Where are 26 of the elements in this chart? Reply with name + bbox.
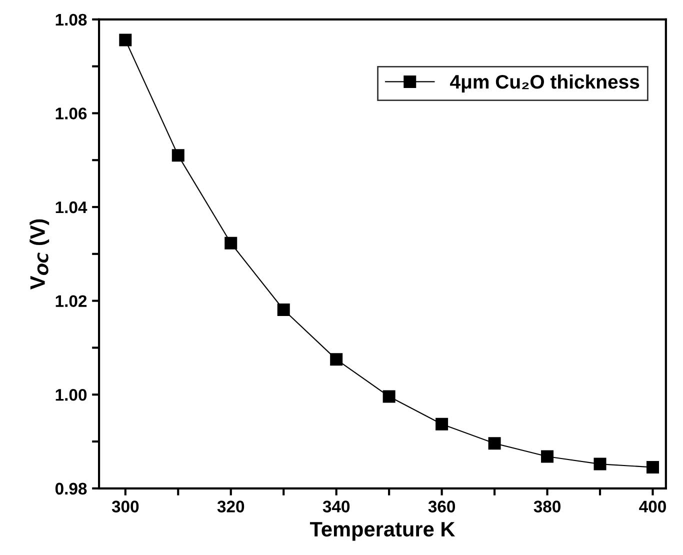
point [382, 390, 396, 403]
y-tick-label: 1.08 [56, 14, 87, 26]
point [646, 461, 659, 474]
y-tick-label: 1.06 [56, 108, 87, 120]
y-axis-title: V$_{OC}$ (V) [30, 219, 50, 290]
point [594, 458, 606, 470]
point [224, 236, 238, 250]
point [119, 34, 132, 46]
y-tick-label: 1.04 [56, 201, 88, 214]
x-tick-label: 400 [639, 500, 666, 512]
point [436, 418, 448, 430]
text: 1.00 [56, 389, 87, 401]
y-tick-label: 1.02 [56, 295, 87, 308]
x-tick-label: 380 [534, 500, 560, 512]
x-tick-label: 340 [322, 500, 350, 512]
y-tick-label: 0.98 [55, 482, 87, 495]
x-tick-label: 300 [112, 500, 139, 512]
point [488, 437, 501, 450]
x-axis-title: Temperature K [310, 522, 456, 541]
point [541, 450, 554, 463]
legend-label: 4μm Cu₂O thickness [450, 74, 640, 92]
x-tick-label: 360 [428, 500, 456, 512]
point [277, 303, 290, 316]
x-tick-label: 320 [217, 500, 244, 512]
point [330, 353, 343, 366]
point [172, 149, 184, 162]
